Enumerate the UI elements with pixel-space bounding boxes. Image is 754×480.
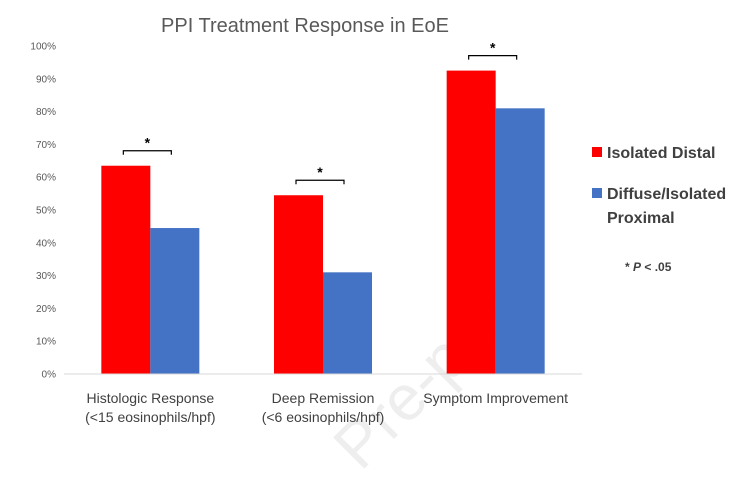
significance-bracket <box>122 150 172 155</box>
significance-star: * <box>145 135 151 151</box>
legend: Isolated Distal Diffuse/Isolated Proximal <box>592 145 726 227</box>
y-tick-label: 100% <box>30 42 56 53</box>
chart-title: PPI Treatment Response in EoE <box>161 15 449 37</box>
bar <box>495 108 545 374</box>
y-tick-label: 10% <box>36 337 56 348</box>
bar <box>101 165 151 374</box>
bar <box>150 228 200 374</box>
category-label: (<15 eosinophils/hpf) <box>85 409 215 425</box>
bar <box>446 70 496 374</box>
footnote-suffix: < .05 <box>641 260 672 274</box>
legend-label: Proximal <box>607 210 675 227</box>
y-tick-label: 60% <box>36 173 56 184</box>
category-label: Histologic Response <box>87 390 215 406</box>
bars <box>101 70 545 374</box>
footnote: * P < .05 <box>625 260 672 274</box>
category-label: (<6 eosinophils/hpf) <box>262 409 385 425</box>
y-tick-label: 0% <box>42 370 57 381</box>
x-axis: Histologic Response (<15 eosinophils/hpf)… <box>64 373 582 425</box>
y-axis: 0% 10% 20% 30% 40% 50% 60% 70% 80% 90% 100% <box>30 42 56 381</box>
significance-bracket <box>468 55 518 60</box>
significance-star: * <box>490 40 496 56</box>
y-tick-label: 70% <box>36 140 56 151</box>
y-tick-label: 30% <box>36 271 56 282</box>
y-tick-label: 90% <box>36 74 56 85</box>
footnote-italic: P <box>633 260 642 274</box>
legend-swatch <box>592 188 602 198</box>
category-label: Deep Remission <box>272 390 375 406</box>
y-tick-label: 40% <box>36 238 56 249</box>
legend-label: Isolated Distal <box>607 145 715 162</box>
bar <box>274 195 323 374</box>
y-tick-label: 20% <box>36 304 56 315</box>
y-tick-label: 50% <box>36 206 56 217</box>
footnote-prefix: * <box>625 260 633 274</box>
category-label: Symptom Improvement <box>423 390 568 406</box>
legend-label: Diffuse/Isolated <box>607 186 726 203</box>
legend-swatch <box>592 147 602 157</box>
bar <box>323 272 372 374</box>
significance-star: * <box>317 164 323 180</box>
y-tick-label: 80% <box>36 107 56 118</box>
significance-bracket <box>295 179 345 185</box>
significance-markers: * * * <box>122 40 518 185</box>
